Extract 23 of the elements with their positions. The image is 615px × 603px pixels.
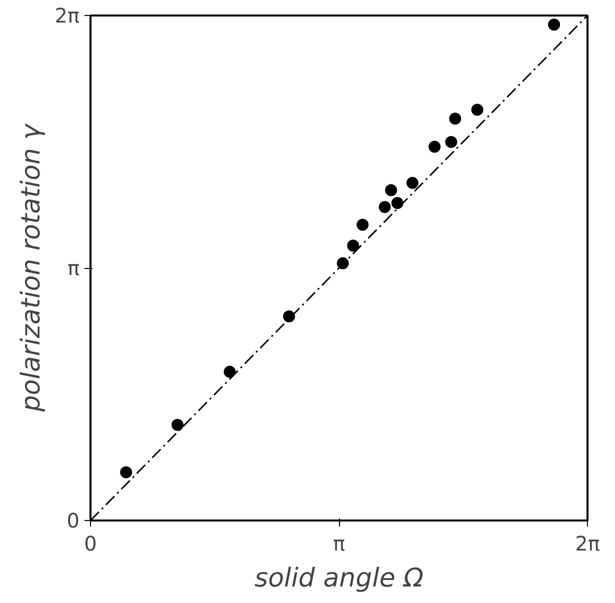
point xyxy=(445,136,458,148)
point xyxy=(449,112,462,125)
x-tick-label: 2π xyxy=(575,532,600,556)
point xyxy=(471,104,484,116)
x-tick-label: π xyxy=(332,532,346,556)
point xyxy=(283,310,296,322)
y-tick-label: 2π xyxy=(54,4,80,28)
point xyxy=(347,240,360,252)
point xyxy=(120,466,132,478)
point xyxy=(356,218,369,231)
y-tick-label: 0 xyxy=(66,508,80,532)
x-tick-label: 0 xyxy=(84,532,97,556)
x-axis-title: solid angle Ω xyxy=(254,564,424,594)
point xyxy=(172,418,184,431)
point xyxy=(224,366,236,378)
point xyxy=(391,197,404,210)
point xyxy=(385,184,398,196)
y-axis-title: polarization rotation γ xyxy=(16,122,47,413)
point xyxy=(548,18,560,31)
point xyxy=(378,201,391,214)
point xyxy=(428,140,441,153)
y-tick-label: π xyxy=(67,256,80,280)
point xyxy=(406,176,418,189)
